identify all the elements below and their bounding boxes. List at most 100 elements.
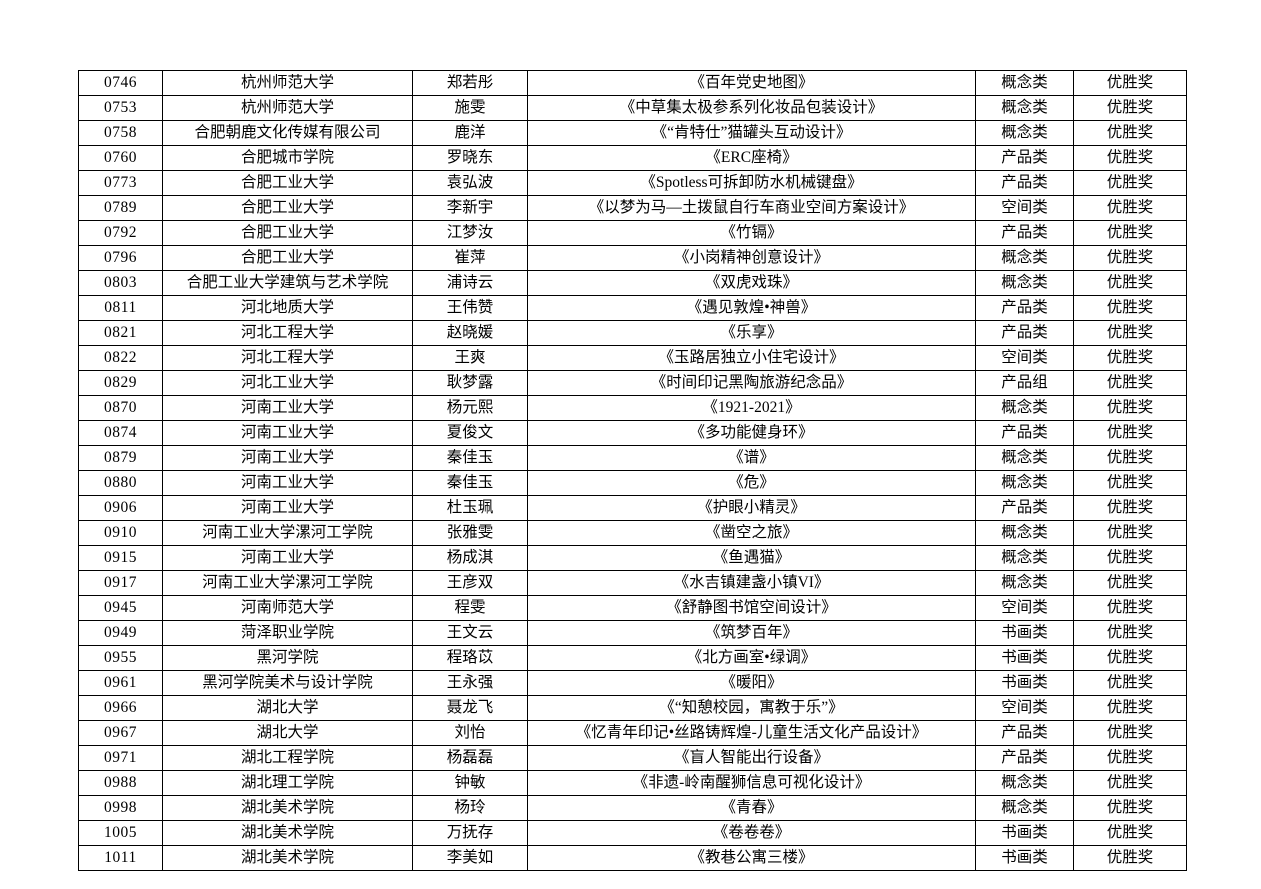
cell-code: 0880	[78, 470, 163, 496]
cell-award: 优胜奖	[1073, 545, 1187, 571]
table-row: 0829 河北工业大学 耿梦露 《时间印记黑陶旅游纪念品》 产品组 优胜奖	[78, 370, 1187, 396]
cell-title: 《多功能健身环》	[527, 420, 976, 446]
cell-category: 概念类	[975, 770, 1074, 796]
cell-award: 优胜奖	[1073, 295, 1187, 321]
cell-author: 赵晓媛	[412, 320, 528, 346]
award-table: 0746 杭州师范大学 郑若彤 《百年党史地图》 概念类 优胜奖 0753 杭州师范大学 施雯《…	[78, 70, 1187, 871]
cell-school: 河南工业大学漯河工学院	[162, 520, 413, 546]
cell-author: 浦诗云	[412, 270, 528, 296]
cell-author: 王爽	[412, 345, 528, 371]
cell-award: 优胜奖	[1073, 720, 1187, 746]
cell-award: 优胜奖	[1073, 695, 1187, 721]
cell-author: 程珞苡	[412, 645, 528, 671]
cell-title: 《“知憩校园，寓教于乐”》	[527, 695, 976, 721]
cell-title: 《暖阳》	[527, 670, 976, 696]
cell-award: 优胜奖	[1073, 845, 1187, 871]
cell-category: 书画类	[975, 620, 1074, 646]
cell-title: 《竹镉》	[527, 220, 976, 246]
table-row: 0880 河南工业大学 秦佳玉 《危》 概念类 优胜奖	[78, 470, 1187, 496]
cell-code: 0967	[78, 720, 163, 746]
cell-school: 河南工业大学漯河工学院	[162, 570, 413, 596]
cell-award: 优胜奖	[1073, 595, 1187, 621]
cell-code: 0870	[78, 395, 163, 421]
cell-code: 0758	[78, 120, 163, 146]
cell-author: 袁弘波	[412, 170, 528, 196]
cell-award: 优胜奖	[1073, 220, 1187, 246]
cell-title: 《教巷公寓三楼》	[527, 845, 976, 871]
table-row: 0967 湖北大学 刘怡 《忆青年印记•丝路铸辉煌-儿童生活文化产品设计》 产品类 优胜奖	[78, 720, 1187, 746]
cell-author: 王永强	[412, 670, 528, 696]
cell-author: 秦佳玉	[412, 470, 528, 496]
table-row: 0822 河北工程大学 王爽 《玉路居独立小住宅设计》 空间类 优胜奖	[78, 345, 1187, 371]
table-row: 0998 湖北美术学院 杨玲 《青春》 概念类 优胜奖	[78, 795, 1187, 821]
cell-author: 刘怡	[412, 720, 528, 746]
cell-title: 《ERC座椅》	[527, 145, 976, 171]
cell-school: 合肥工业大学	[162, 195, 413, 221]
cell-title: 《以梦为马—土拨鼠自行车商业空间方案设计》	[527, 195, 976, 221]
cell-code: 0949	[78, 620, 163, 646]
cell-code: 0753	[78, 95, 163, 121]
cell-category: 产品组	[975, 370, 1074, 396]
cell-school: 河南工业大学	[162, 470, 413, 496]
cell-title: 《谱》	[527, 445, 976, 471]
cell-award: 优胜奖	[1073, 620, 1187, 646]
cell-category: 概念类	[975, 545, 1074, 571]
cell-author: 杨磊磊	[412, 745, 528, 771]
cell-category: 概念类	[975, 270, 1074, 296]
cell-author: 杨玲	[412, 795, 528, 821]
cell-school: 河北工业大学	[162, 370, 413, 396]
cell-school: 合肥工业大学建筑与艺术学院	[162, 270, 413, 296]
table-row: 0961 黑河学院美术与设计学院 王永强 《暖阳》 书画类 优胜奖	[78, 670, 1187, 696]
cell-author: 李美如	[412, 845, 528, 871]
award-table-container: 0746 杭州师范大学 郑若彤 《百年党史地图》 概念类 优胜奖 0753 杭州师范大学 施雯《…	[78, 70, 1187, 871]
cell-author: 李新宇	[412, 195, 528, 221]
table-row: 0945 河南师范大学 程雯 《舒静图书馆空间设计》 空间类 优胜奖	[78, 595, 1187, 621]
cell-title: 《非遗-岭南醒狮信息可视化设计》	[527, 770, 976, 796]
cell-category: 产品类	[975, 220, 1074, 246]
cell-title: 《盲人智能出行设备》	[527, 745, 976, 771]
cell-award: 优胜奖	[1073, 795, 1187, 821]
cell-school: 合肥工业大学	[162, 170, 413, 196]
cell-category: 概念类	[975, 95, 1074, 121]
cell-award: 优胜奖	[1073, 745, 1187, 771]
cell-code: 0760	[78, 145, 163, 171]
cell-school: 河北地质大学	[162, 295, 413, 321]
cell-title: 《北方画室•绿调》	[527, 645, 976, 671]
cell-author: 夏俊文	[412, 420, 528, 446]
cell-award: 优胜奖	[1073, 370, 1187, 396]
cell-code: 0874	[78, 420, 163, 446]
cell-school: 杭州师范大学	[162, 70, 413, 96]
cell-category: 书画类	[975, 670, 1074, 696]
cell-category: 概念类	[975, 445, 1074, 471]
table-row: 0971 湖北工程学院 杨磊磊 《盲人智能出行设备》 产品类 优胜奖	[78, 745, 1187, 771]
cell-school: 河北工程大学	[162, 320, 413, 346]
cell-award: 优胜奖	[1073, 245, 1187, 271]
cell-school: 黑河学院	[162, 645, 413, 671]
cell-category: 概念类	[975, 570, 1074, 596]
cell-award: 优胜奖	[1073, 470, 1187, 496]
table-row: 0773 合肥工业大学 袁弘波 《Spotless可拆卸防水机械键盘》 产品类 优胜奖	[78, 170, 1187, 196]
cell-title: 《筑梦百年》	[527, 620, 976, 646]
cell-category: 概念类	[975, 120, 1074, 146]
cell-author: 郑若彤	[412, 70, 528, 96]
cell-code: 0792	[78, 220, 163, 246]
cell-title: 《玉路居独立小住宅设计》	[527, 345, 976, 371]
cell-author: 万抚存	[412, 820, 528, 846]
table-row: 0753 杭州师范大学 施雯 《中草集太极参系列化妆品包装设计》 概念类 优胜奖	[78, 95, 1187, 121]
cell-author: 杜玉珮	[412, 495, 528, 521]
cell-code: 0879	[78, 445, 163, 471]
cell-author: 王伟赞	[412, 295, 528, 321]
cell-school: 河南工业大学	[162, 395, 413, 421]
cell-title: 《鱼遇猫》	[527, 545, 976, 571]
cell-award: 优胜奖	[1073, 770, 1187, 796]
cell-school: 杭州师范大学	[162, 95, 413, 121]
cell-award: 优胜奖	[1073, 645, 1187, 671]
cell-school: 河南师范大学	[162, 595, 413, 621]
cell-category: 书画类	[975, 645, 1074, 671]
cell-code: 0917	[78, 570, 163, 596]
cell-award: 优胜奖	[1073, 270, 1187, 296]
cell-title: 《双虎戏珠》	[527, 270, 976, 296]
cell-title: 《凿空之旅》	[527, 520, 976, 546]
cell-code: 0906	[78, 495, 163, 521]
cell-category: 概念类	[975, 395, 1074, 421]
